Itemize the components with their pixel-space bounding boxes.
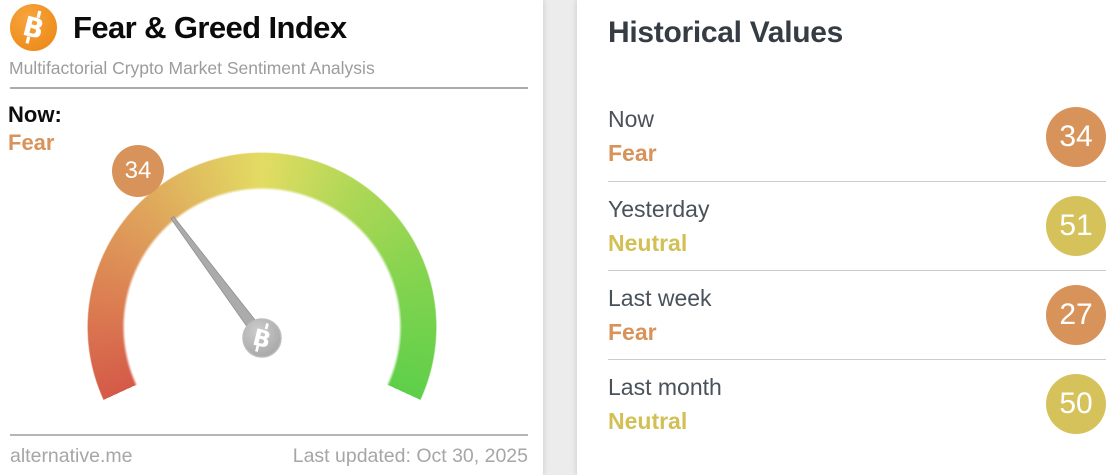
last-updated-text: Last updated: Oct 30, 2025	[292, 445, 528, 467]
history-sentiment-label: Neutral	[608, 407, 688, 434]
history-row-last-week: Last week Fear 27	[608, 270, 1106, 359]
source-link[interactable]: alternative.me	[10, 445, 133, 467]
divider	[10, 434, 528, 436]
history-period-label: Last month	[608, 373, 722, 400]
bitcoin-icon: B	[10, 4, 57, 51]
history-row-texts: Now Fear	[608, 106, 657, 167]
history-row-texts: Yesterday Neutral	[608, 196, 709, 257]
history-sentiment-label: Neutral	[608, 229, 688, 256]
history-period-label: Last week	[608, 284, 712, 311]
history-value-badge: 51	[1046, 196, 1106, 256]
gauge-value: 34	[124, 157, 152, 184]
gauge-panel: B Fear & Greed Index Multifactorial Cryp…	[0, 0, 543, 475]
bitcoin-hub-icon: B	[250, 323, 273, 354]
history-value-badge: 27	[1046, 285, 1106, 345]
history-period-label: Now	[608, 106, 655, 132]
svg-text:B: B	[250, 325, 273, 354]
history-period-label: Yesterday	[608, 195, 710, 222]
history-row-texts: Last month Neutral	[608, 374, 722, 435]
gauge-value-badge: 34	[112, 145, 164, 197]
gauge-hub	[242, 318, 282, 358]
history-row-now: Now Fear 34	[608, 92, 1106, 181]
gauge-arc	[87, 152, 437, 475]
history-value-badge: 34	[1046, 106, 1106, 167]
history-row-texts: Last week Fear	[608, 285, 712, 346]
divider	[10, 87, 528, 89]
historical-values-panel: Historical Values Now Fear 34 Yesterday …	[577, 0, 1114, 475]
gauge: B	[87, 152, 437, 475]
historical-values-title: Historical Values	[608, 16, 844, 49]
history-row-last-month: Last month Neutral 50	[608, 359, 1106, 448]
widget-subtitle: Multifactorial Crypto Market Sentiment A…	[9, 58, 375, 78]
now-sentiment: Fear	[8, 130, 55, 155]
history-sentiment-label: Fear	[608, 140, 657, 166]
now-label: Now:	[8, 102, 62, 127]
page-title: Fear & Greed Index	[73, 9, 347, 45]
gauge-needle-layer: B	[170, 216, 282, 358]
historical-values-list: Now Fear 34 Yesterday Neutral 51 Last we…	[608, 92, 1106, 448]
history-row-yesterday: Yesterday Neutral 51	[608, 181, 1106, 270]
history-value-badge: 50	[1046, 374, 1106, 434]
widget-footer: alternative.me Last updated: Oct 30, 202…	[10, 445, 528, 468]
widget-header: B Fear & Greed Index	[10, 4, 347, 51]
history-sentiment-label: Fear	[608, 318, 657, 345]
